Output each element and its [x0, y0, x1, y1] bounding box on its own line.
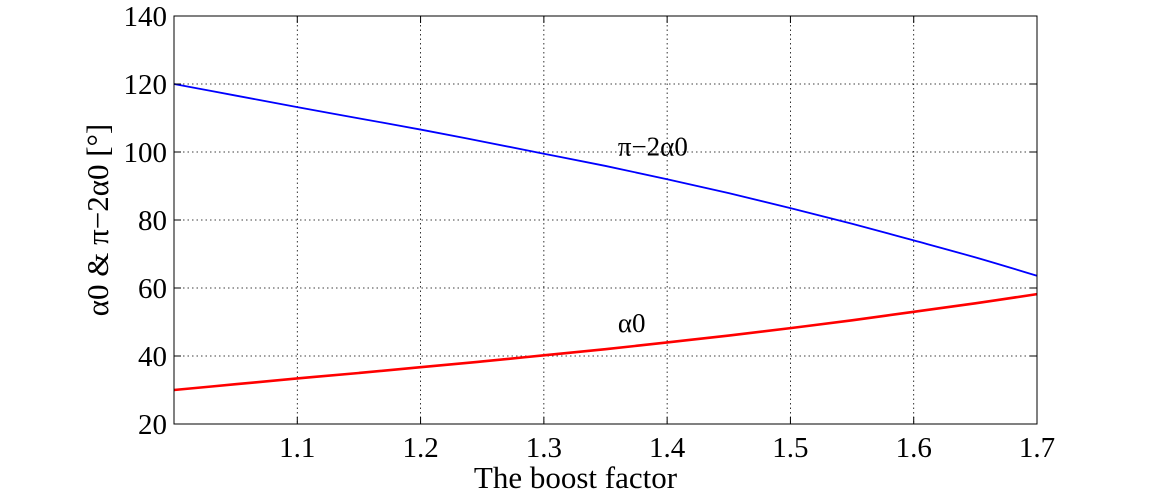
y-tick-label: 120	[124, 69, 168, 101]
grid-lines	[174, 16, 1037, 424]
y-tick-label: 20	[138, 409, 167, 441]
x-tick-label: 1.5	[772, 432, 808, 464]
annotation-label: α0	[618, 308, 646, 338]
series-lines	[173, 83, 1038, 392]
y-tick-label: 40	[138, 341, 167, 373]
x-tick-label: 1.6	[896, 432, 932, 464]
y-tick-label: 80	[138, 205, 167, 237]
x-tick-label: 1.3	[526, 432, 562, 464]
y-axis-label: α0 & π−2α0 [°]	[80, 124, 115, 317]
x-axis-label: The boost factor	[474, 460, 678, 494]
annotations: π−2α0 α0	[618, 131, 688, 338]
y-tick-label: 140	[124, 1, 168, 33]
x-tick-label: 1.2	[402, 432, 438, 464]
y-tick-label: 60	[138, 273, 167, 305]
axis-ticks: 1.1 1.2 1.3 1.4 1.5 1.6 1.7 20 40 60 80 100 120 140	[124, 1, 1056, 464]
y-tick-label: 100	[124, 137, 168, 169]
series-line-alpha0	[173, 292, 1038, 392]
x-tick-label: 1.7	[1019, 432, 1055, 464]
series-line-pi-minus-2alpha0	[173, 83, 1038, 277]
x-tick-label: 1.4	[649, 432, 686, 464]
x-tick-label: 1.1	[279, 432, 315, 464]
annotation-label: π−2α0	[618, 131, 688, 161]
